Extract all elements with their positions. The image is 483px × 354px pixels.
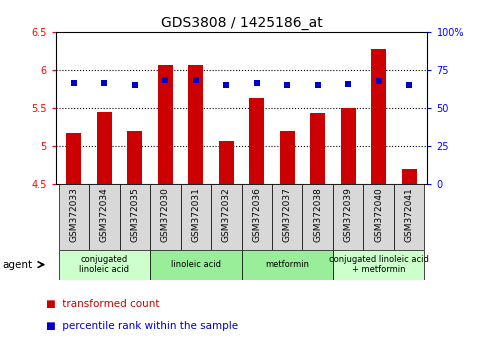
Bar	[249, 98, 264, 184]
Point	[375, 79, 383, 84]
Text: GSM372034: GSM372034	[100, 187, 109, 242]
Text: GSM372032: GSM372032	[222, 187, 231, 242]
Bar	[157, 64, 173, 184]
Point	[161, 77, 169, 82]
FancyBboxPatch shape	[242, 184, 272, 250]
Text: conjugated linoleic acid
+ metformin: conjugated linoleic acid + metformin	[329, 255, 428, 274]
Text: GDS3808 / 1425186_at: GDS3808 / 1425186_at	[161, 16, 322, 30]
Text: GSM372035: GSM372035	[130, 187, 139, 242]
Text: agent: agent	[2, 259, 32, 270]
Point	[344, 81, 352, 86]
Point	[253, 80, 261, 86]
Text: conjugated
linoleic acid: conjugated linoleic acid	[79, 255, 129, 274]
Bar	[280, 131, 295, 184]
Text: GSM372037: GSM372037	[283, 187, 292, 242]
FancyBboxPatch shape	[211, 184, 242, 250]
Text: linoleic acid: linoleic acid	[171, 260, 221, 269]
Text: metformin: metformin	[265, 260, 309, 269]
Bar	[219, 141, 234, 184]
Text: GSM372038: GSM372038	[313, 187, 322, 242]
Text: GSM372039: GSM372039	[344, 187, 353, 242]
Text: GSM372031: GSM372031	[191, 187, 200, 242]
Point	[131, 82, 139, 88]
Point	[70, 80, 78, 86]
FancyBboxPatch shape	[58, 184, 89, 250]
Bar	[66, 133, 82, 184]
Point	[314, 82, 322, 88]
Point	[284, 82, 291, 88]
Text: ■  percentile rank within the sample: ■ percentile rank within the sample	[46, 321, 238, 331]
Point	[100, 80, 108, 86]
Text: ■  transformed count: ■ transformed count	[46, 299, 159, 309]
Bar	[401, 169, 417, 184]
Bar	[127, 131, 142, 184]
FancyBboxPatch shape	[333, 184, 363, 250]
Bar	[341, 108, 356, 184]
Text: GSM372036: GSM372036	[252, 187, 261, 242]
FancyBboxPatch shape	[394, 184, 425, 250]
Text: GSM372040: GSM372040	[374, 187, 383, 242]
Text: GSM372030: GSM372030	[161, 187, 170, 242]
FancyBboxPatch shape	[150, 250, 242, 280]
Point	[405, 82, 413, 88]
Bar	[188, 64, 203, 184]
FancyBboxPatch shape	[58, 250, 150, 280]
Bar	[371, 49, 386, 184]
FancyBboxPatch shape	[302, 184, 333, 250]
FancyBboxPatch shape	[181, 184, 211, 250]
FancyBboxPatch shape	[89, 184, 120, 250]
Bar	[97, 112, 112, 184]
FancyBboxPatch shape	[333, 250, 425, 280]
FancyBboxPatch shape	[363, 184, 394, 250]
Point	[192, 77, 199, 82]
FancyBboxPatch shape	[120, 184, 150, 250]
FancyBboxPatch shape	[150, 184, 181, 250]
Point	[222, 82, 230, 88]
Text: GSM372033: GSM372033	[70, 187, 78, 242]
FancyBboxPatch shape	[242, 250, 333, 280]
FancyBboxPatch shape	[272, 184, 302, 250]
Text: GSM372041: GSM372041	[405, 187, 413, 242]
Bar	[310, 113, 326, 184]
